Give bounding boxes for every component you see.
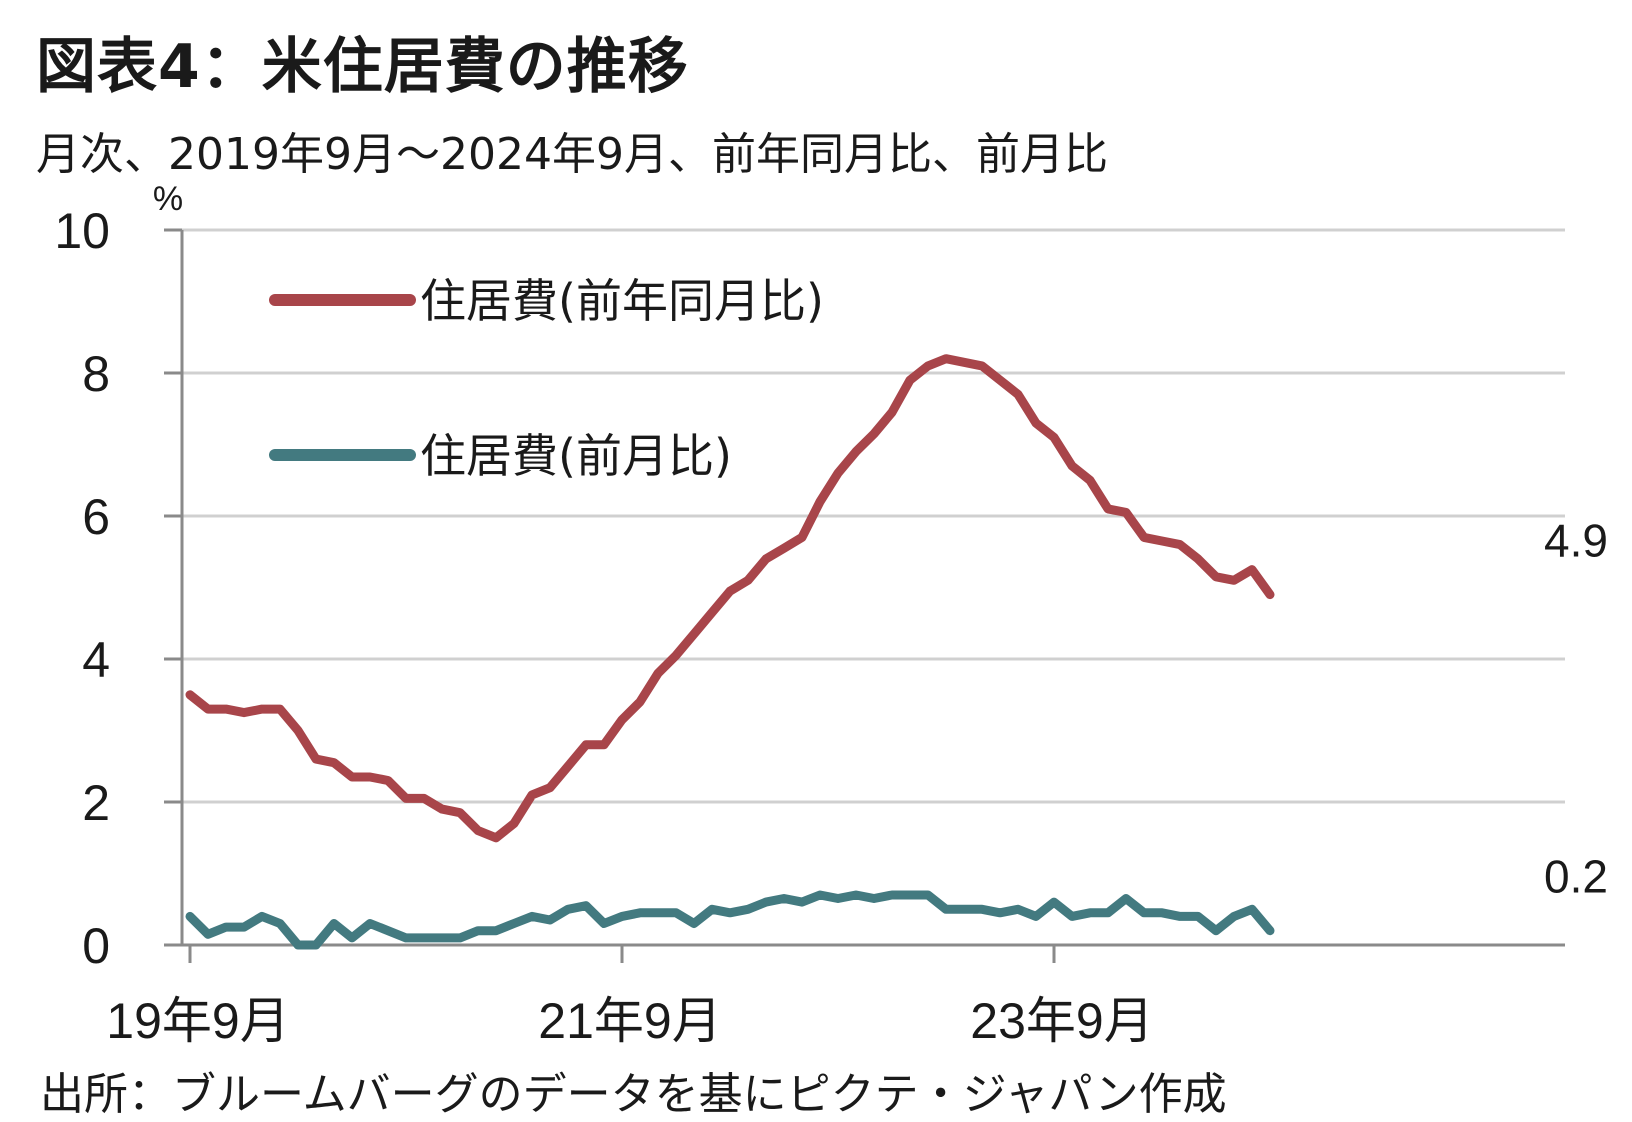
y-axis-unit-label: %	[153, 180, 183, 218]
end-labels: 4.9 0.2	[1544, 515, 1608, 903]
legend-label: 住居費(前年同月比)	[420, 274, 824, 328]
y-tick-label: 2	[82, 775, 110, 831]
y-tick-label: 0	[82, 918, 110, 974]
end-label-mom: 0.2	[1544, 851, 1608, 903]
y-tick-label: 8	[82, 346, 110, 402]
source-note: 出所：ブルームバーグのデータを基にピクテ・ジャパン作成	[40, 1069, 1227, 1120]
y-tick-label: 4	[82, 632, 110, 688]
y-tick-label: 6	[82, 489, 110, 545]
legend: 住居費(前年同月比) 住居費(前月比)	[269, 274, 824, 483]
x-tick-label: 21年9月	[538, 993, 721, 1049]
x-tick-label: 23年9月	[970, 993, 1153, 1049]
legend-label: 住居費(前月比)	[420, 429, 732, 483]
x-tick-label: 19年9月	[106, 993, 289, 1049]
series-line-mom	[185, 890, 1275, 950]
y-tick-label: 10	[54, 203, 110, 259]
axes	[164, 228, 1565, 963]
chart-subtitle: 月次、2019年9月～2024年9月、前年同月比、前月比	[36, 129, 1108, 180]
y-tick-labels: 0 2 4 6 8 10	[54, 203, 110, 974]
series-line-yoy	[185, 354, 1275, 843]
series-lines	[185, 354, 1275, 950]
chart-title: 図表4：米住居費の推移	[36, 32, 689, 102]
end-label-yoy: 4.9	[1544, 515, 1608, 567]
gridlines	[182, 228, 1565, 804]
x-tick-labels: 19年9月 21年9月 23年9月	[106, 993, 1153, 1049]
